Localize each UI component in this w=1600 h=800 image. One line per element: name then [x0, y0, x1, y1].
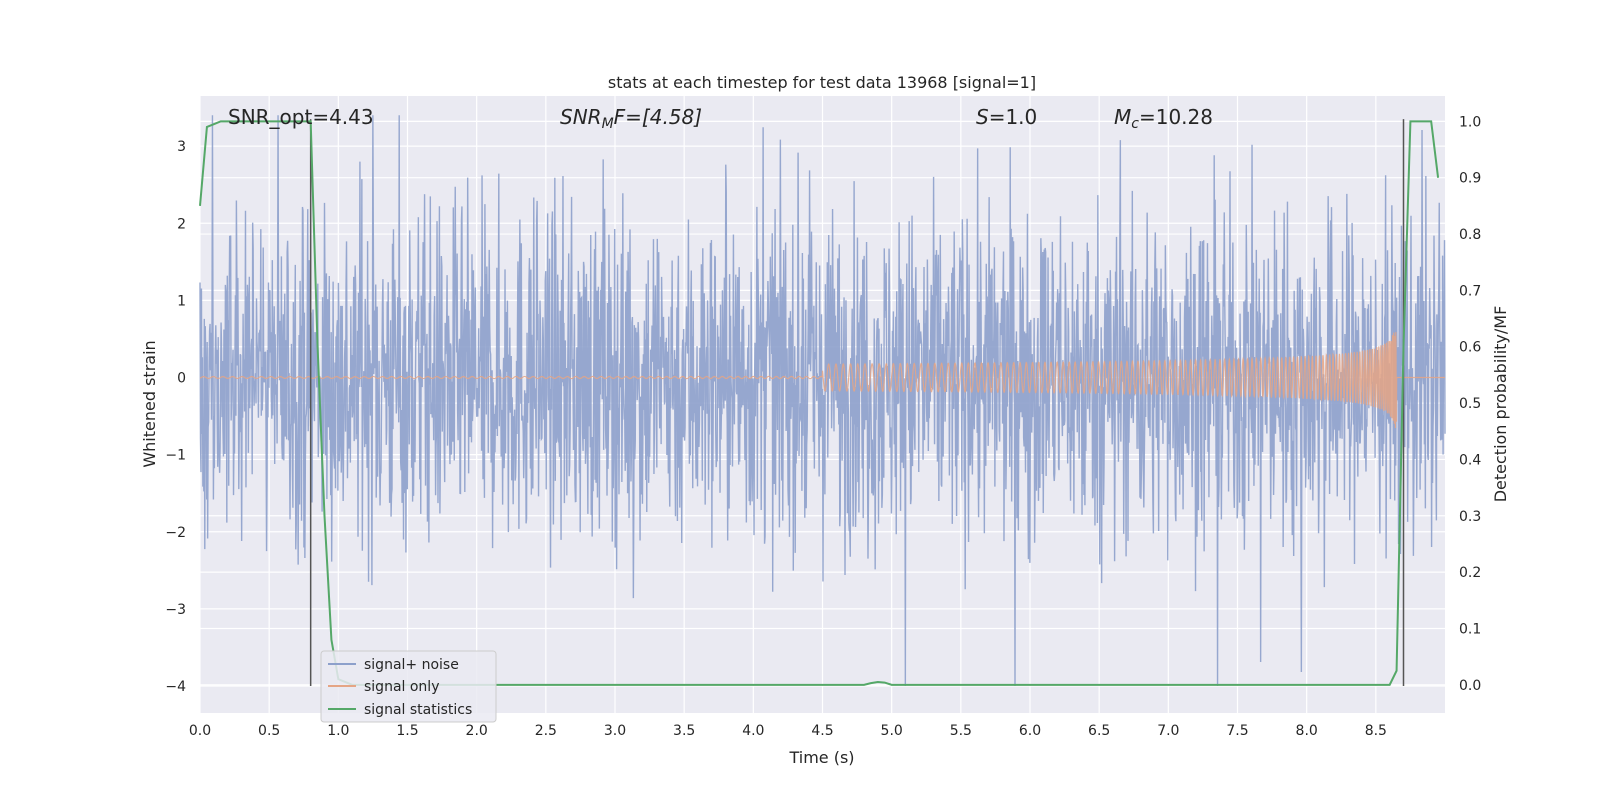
y-right-tick-label: 0.8 — [1459, 227, 1481, 243]
x-tick-label: 5.5 — [950, 723, 972, 739]
x-tick-label: 5.0 — [881, 723, 903, 739]
annotation-snr-opt: SNR_opt=4.43 — [228, 105, 374, 129]
y-left-tick-label: 0 — [177, 371, 186, 387]
y-right-tick-label: 0.3 — [1459, 509, 1481, 525]
annotation-mc: Mc=10.28 — [1114, 105, 1213, 132]
y-right-tick-label: 0.2 — [1459, 565, 1481, 581]
legend-label-signal-only: signal only — [364, 679, 439, 695]
x-tick-label: 1.0 — [327, 723, 349, 739]
x-tick-label: 2.0 — [466, 723, 488, 739]
x-tick-label: 8.5 — [1365, 723, 1387, 739]
x-tick-label: 1.5 — [396, 723, 418, 739]
series-signal-only — [199, 332, 1445, 429]
y-right-tick-label: 0.4 — [1459, 452, 1481, 468]
x-tick-label: 8.0 — [1296, 723, 1318, 739]
y-right-tick-label: 0.9 — [1459, 171, 1481, 187]
y-left-tick-label: −3 — [165, 602, 186, 618]
x-axis-label: Time (s) — [788, 748, 854, 767]
y-left-tick-label: 3 — [177, 139, 186, 155]
x-tick-label: 0.0 — [189, 723, 211, 739]
y-left-tick-label: 2 — [177, 216, 186, 232]
y-right-tick-label: 0.1 — [1459, 621, 1481, 637]
y-left-tick-label: −4 — [165, 679, 186, 695]
annotation-s: S=1.0 — [976, 105, 1037, 129]
x-tick-label: 4.5 — [811, 723, 833, 739]
y-left-tick-label: 1 — [177, 293, 186, 309]
y-left-tick-label: −2 — [165, 525, 186, 541]
plot-area — [199, 115, 1446, 687]
y-right-tick-label: 0.0 — [1459, 678, 1481, 694]
series-signal-noise — [199, 115, 1446, 687]
x-tick-label: 3.0 — [604, 723, 626, 739]
x-tick-label: 7.0 — [1157, 723, 1179, 739]
y-right-tick-label: 0.5 — [1459, 396, 1481, 412]
y-left-tick-label: −1 — [165, 448, 186, 464]
legend-label-signal-statistics: signal statistics — [364, 702, 472, 718]
y-axis-label-left: Whitened strain — [140, 340, 159, 467]
legend-label-signal-noise: signal+ noise — [364, 657, 459, 673]
annotation-snr-mf: SNRMF=[4.58] — [560, 105, 702, 132]
y-right-tick-label: 1.0 — [1459, 114, 1481, 130]
tick-labels: 0.0 0.5 1.0 1.5 2.0 2.5 3.0 3.5 4.0 4.5 5.0 5.5 6.0 6… — [165, 114, 1481, 739]
y-right-tick-label: 0.7 — [1459, 283, 1481, 299]
x-tick-label: 7.5 — [1226, 723, 1248, 739]
y-axis-label-right: Detection probability/MF — [1491, 306, 1510, 503]
series-signal-statistics — [199, 120, 1440, 686]
legend: signal+ noise signal only signal statist… — [320, 650, 497, 723]
legend-box — [320, 650, 497, 723]
x-tick-label: 6.5 — [1088, 723, 1110, 739]
chart-title: stats at each timestep for test data 139… — [608, 73, 1036, 92]
x-tick-label: 6.0 — [1019, 723, 1041, 739]
x-tick-label: 3.5 — [673, 723, 695, 739]
x-tick-label: 0.5 — [258, 723, 280, 739]
x-tick-label: 2.5 — [535, 723, 557, 739]
y-right-tick-label: 0.6 — [1459, 340, 1481, 356]
x-tick-label: 4.0 — [742, 723, 764, 739]
